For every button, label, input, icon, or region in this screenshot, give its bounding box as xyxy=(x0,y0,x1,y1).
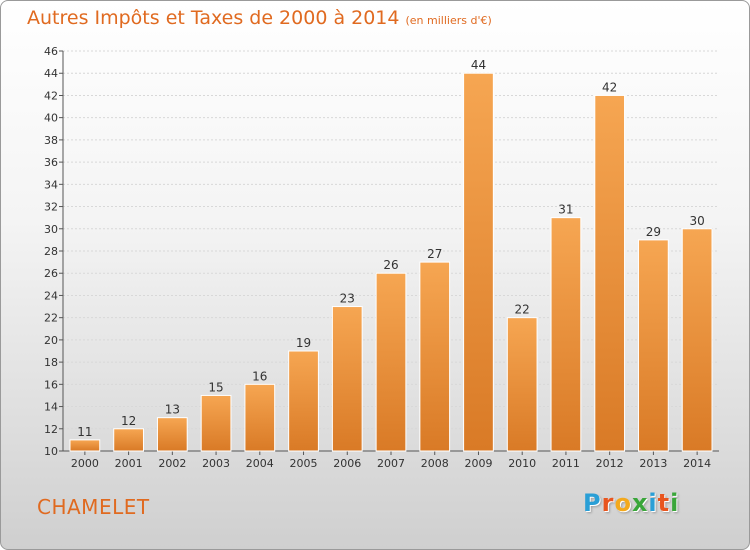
logo-letter: r xyxy=(601,489,615,517)
x-tick-label: 2004 xyxy=(246,457,274,470)
x-tick-label: 2008 xyxy=(421,457,449,470)
bar-2014 xyxy=(681,228,713,452)
bars xyxy=(69,72,713,452)
bar-value-label: 31 xyxy=(558,203,573,217)
x-tick-label: 2007 xyxy=(377,457,405,470)
proxiti-logo: Proxiti xyxy=(583,489,679,517)
commune-name: CHAMELET xyxy=(37,495,150,519)
chart-title-unit: (en milliers d'€) xyxy=(405,14,492,27)
y-tick-label: 18 xyxy=(44,356,58,369)
y-tick-label: 14 xyxy=(44,401,58,414)
logo-letter: i xyxy=(648,489,658,517)
x-tick-label: 2013 xyxy=(639,457,667,470)
y-tick-label: 40 xyxy=(44,112,58,125)
bar-value-label: 27 xyxy=(427,247,442,261)
chart-title: Autres Impôts et Taxes de 2000 à 2014 (en… xyxy=(27,7,492,29)
x-tick-label: 2003 xyxy=(202,457,230,470)
logo-letter: x xyxy=(631,489,649,517)
bar-value-label: 29 xyxy=(646,225,661,239)
y-tick-label: 46 xyxy=(44,45,58,58)
y-tick-label: 44 xyxy=(44,67,58,80)
bar-value-label: 15 xyxy=(208,380,223,394)
bar-value-label: 30 xyxy=(689,214,704,228)
logo-letter: i xyxy=(670,489,680,517)
y-tick-label: 30 xyxy=(44,223,58,236)
bar-2010 xyxy=(506,317,538,452)
x-tick-label: 2000 xyxy=(71,457,99,470)
y-tick-label: 38 xyxy=(44,134,58,147)
bar-2008 xyxy=(419,261,451,452)
y-tick-label: 34 xyxy=(44,178,58,191)
bar-2012 xyxy=(594,94,626,452)
bar-2002 xyxy=(156,417,188,452)
y-tick-label: 20 xyxy=(44,334,58,347)
bar-value-label: 26 xyxy=(383,258,398,272)
y-tick-label: 12 xyxy=(44,423,58,436)
x-tick-label: 2001 xyxy=(115,457,143,470)
y-tick-label: 24 xyxy=(44,289,58,302)
bar-value-label: 22 xyxy=(515,303,530,317)
bar-2000 xyxy=(69,439,101,452)
y-tick-label: 28 xyxy=(44,245,58,258)
bar-2009 xyxy=(463,72,494,452)
bar-2005 xyxy=(288,350,319,452)
x-tick-label: 2006 xyxy=(333,457,361,470)
logo-letter: t xyxy=(657,489,671,517)
x-tick-label: 2010 xyxy=(508,457,536,470)
logo-letter: P xyxy=(583,489,602,517)
y-tick-label: 42 xyxy=(44,89,58,102)
bar-value-label: 13 xyxy=(165,403,180,417)
x-tick-label: 2005 xyxy=(290,457,318,470)
x-tick-label: 2002 xyxy=(158,457,186,470)
bar-value-label: 23 xyxy=(340,292,355,306)
chart-title-main: Autres Impôts et Taxes de 2000 à 2014 xyxy=(27,7,400,29)
bar-value-label: 19 xyxy=(296,336,311,350)
labels: 10 12 14 16 18 20 22 24 26 28 30 32 34 36 38 40 42 44 46 11… xyxy=(44,45,711,470)
y-tick-label: 26 xyxy=(44,267,58,280)
bar-2006 xyxy=(331,306,363,452)
bar-2001 xyxy=(113,428,144,452)
y-tick-label: 32 xyxy=(44,201,58,214)
x-tick-label: 2009 xyxy=(464,457,492,470)
x-tick-label: 2014 xyxy=(683,457,711,470)
y-tick-label: 22 xyxy=(44,312,58,325)
x-tick-label: 2011 xyxy=(552,457,580,470)
bar-2003 xyxy=(200,394,232,452)
logo-letter: o xyxy=(614,489,632,517)
bar-value-label: 44 xyxy=(471,58,486,72)
bar-value-label: 42 xyxy=(602,80,617,94)
bar-value-label: 12 xyxy=(121,414,136,428)
y-tick-label: 10 xyxy=(44,445,58,458)
bar-value-label: 11 xyxy=(77,425,92,439)
bar-2004 xyxy=(244,383,276,452)
bar-2013 xyxy=(638,239,669,452)
y-tick-label: 36 xyxy=(44,156,58,169)
bar-2011 xyxy=(550,217,582,452)
y-tick-label: 16 xyxy=(44,378,58,391)
bar-value-label: 16 xyxy=(252,369,267,383)
x-tick-label: 2012 xyxy=(596,457,624,470)
bar-2007 xyxy=(375,272,407,452)
